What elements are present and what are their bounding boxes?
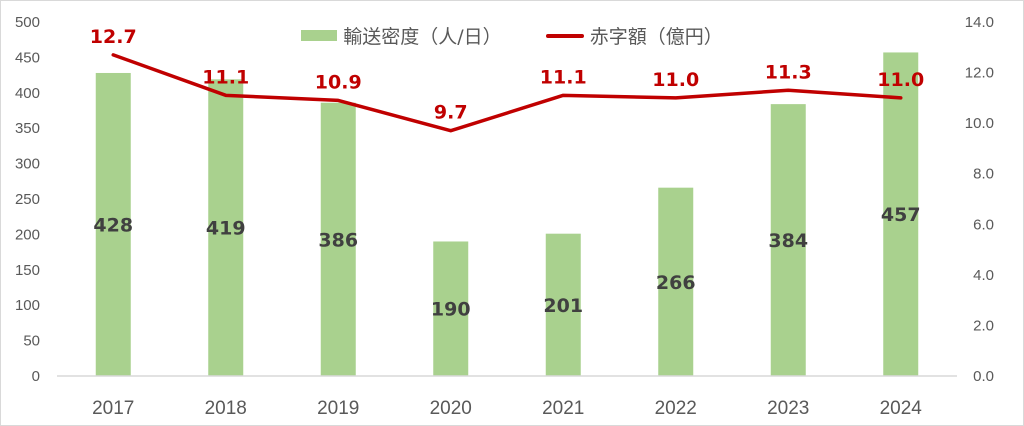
bar-2018 [208,79,244,377]
bar-value-label: 266 [656,272,696,294]
line-value-label: 11.3 [765,61,812,83]
bar-2023 [770,104,806,377]
line-value-label: 11.1 [540,66,587,88]
x-tick-2021: 2021 [542,398,584,419]
line-value-label: 11.0 [652,69,699,91]
bar-2017 [95,72,131,376]
y-right-tick: 0.0 [973,368,994,385]
y-right-tick: 10.0 [965,115,994,132]
legend-item-transport-density: 輸送密度（人/日） [301,22,502,49]
y-left-tick: 500 [15,14,40,31]
x-tick-2019: 2019 [317,398,359,419]
line-value-label: 12.7 [90,26,137,48]
bar-2019 [320,102,356,376]
x-tick-2023: 2023 [767,398,809,419]
x-tick-2024: 2024 [880,398,923,419]
x-tick-2020: 2020 [430,398,472,419]
y-left-tick: 450 [15,49,40,66]
bar-value-label: 384 [768,230,808,252]
x-tick-2017: 2017 [92,398,134,419]
y-left-tick: 300 [15,156,40,173]
bar-2022 [658,187,694,376]
y-left-tick: 0 [32,368,40,385]
bar-value-label: 201 [543,295,583,317]
line-value-label: 11.0 [877,69,924,91]
bar-value-label: 190 [431,299,471,321]
y-right-tick: 6.0 [973,216,994,233]
bar-2024 [883,52,919,376]
bar-2021 [545,233,581,376]
bar-value-label: 419 [206,218,246,240]
bar-value-label: 386 [318,229,358,251]
deficit-line [111,53,903,133]
y-left-tick: 150 [15,262,40,279]
chart-legend: 輸送密度（人/日） 赤字額（億円） [0,22,1024,49]
legend-label-transport-density: 輸送密度（人/日） [343,26,502,48]
y-right-tick: 8.0 [973,166,994,183]
y-right-tick: 4.0 [973,267,994,284]
x-tick-2022: 2022 [655,398,697,419]
legend-label-deficit: 赤字額（億円） [589,26,723,48]
bar-swatch-icon [301,30,338,41]
x-tick-2018: 2018 [205,398,247,419]
y-right-tick: 2.0 [973,317,994,334]
bar-value-label: 457 [881,204,921,226]
y-left-tick: 400 [15,85,40,102]
line-value-label: 9.7 [434,102,468,124]
bar-2020 [433,241,469,376]
legend-item-deficit: 赤字額（億円） [545,22,723,49]
y-left-tick: 200 [15,226,40,243]
line-value-label: 11.1 [202,66,249,88]
bar-value-label: 428 [93,214,133,236]
line-swatch-icon [545,33,584,38]
y-right-tick: 14.0 [965,14,994,31]
y-right-tick: 12.0 [965,65,994,82]
line-value-label: 10.9 [315,71,362,93]
y-left-tick: 50 [23,333,40,350]
y-left-tick: 250 [15,191,40,208]
y-left-tick: 350 [15,120,40,137]
y-left-tick: 100 [15,297,40,314]
